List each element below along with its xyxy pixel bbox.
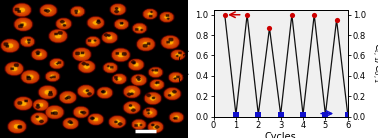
Point [311, 14, 317, 16]
Point [222, 14, 228, 16]
Point [345, 113, 351, 116]
Point [322, 113, 328, 116]
Point [255, 113, 261, 116]
Y-axis label: C$_{t,1}$/C$_{0,1}$: C$_{t,1}$/C$_{0,1}$ [369, 43, 378, 84]
Point [277, 113, 284, 116]
Point [266, 27, 273, 29]
Point [244, 14, 250, 16]
X-axis label: Cycles: Cycles [265, 132, 296, 138]
Point [333, 19, 339, 21]
Point [233, 113, 239, 116]
Point [289, 14, 295, 16]
Point [300, 113, 306, 116]
Y-axis label: C$_{t,0}$/C$_{1,0}$: C$_{t,0}$/C$_{1,0}$ [179, 42, 194, 84]
